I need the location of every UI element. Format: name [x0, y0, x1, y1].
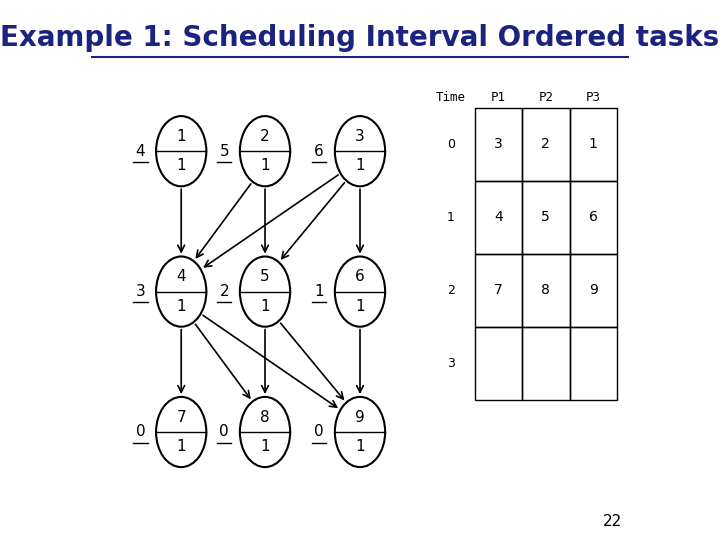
Text: P3: P3: [586, 91, 600, 104]
Text: 3: 3: [355, 129, 365, 144]
Text: 0: 0: [135, 424, 145, 440]
Text: Example 1: Scheduling Interval Ordered tasks: Example 1: Scheduling Interval Ordered t…: [1, 24, 719, 52]
Text: 1: 1: [589, 138, 598, 151]
Bar: [570, 327, 617, 400]
Text: 1: 1: [447, 211, 455, 224]
Text: 1: 1: [355, 439, 365, 454]
Text: 3: 3: [135, 284, 145, 299]
Bar: [570, 254, 617, 327]
Text: 7: 7: [176, 410, 186, 425]
Text: 1: 1: [315, 284, 324, 299]
Text: 8: 8: [541, 284, 550, 297]
Bar: [474, 181, 522, 254]
Text: P1: P1: [491, 91, 505, 104]
Text: 9: 9: [589, 284, 598, 297]
Bar: [522, 108, 570, 181]
Text: 8: 8: [260, 410, 270, 425]
Text: 6: 6: [589, 211, 598, 224]
Text: 4: 4: [494, 211, 503, 224]
Text: 1: 1: [260, 439, 270, 454]
Bar: [474, 254, 522, 327]
Text: 1: 1: [260, 299, 270, 314]
Text: 2: 2: [541, 138, 550, 151]
Text: 0: 0: [447, 138, 455, 151]
Text: P2: P2: [539, 91, 553, 104]
Text: 4: 4: [176, 269, 186, 285]
Bar: [474, 108, 522, 181]
Text: 1: 1: [176, 158, 186, 173]
Bar: [570, 108, 617, 181]
Bar: [522, 327, 570, 400]
Text: 5: 5: [220, 144, 229, 159]
Text: 7: 7: [494, 284, 503, 297]
Text: 3: 3: [494, 138, 503, 151]
Text: 1: 1: [176, 439, 186, 454]
Text: 0: 0: [220, 424, 229, 440]
Bar: [570, 181, 617, 254]
Text: 2: 2: [220, 284, 229, 299]
Text: 1: 1: [176, 299, 186, 314]
Text: Time: Time: [436, 91, 466, 104]
Text: 22: 22: [603, 514, 623, 529]
Text: 3: 3: [447, 356, 455, 370]
Text: 4: 4: [135, 144, 145, 159]
Text: 1: 1: [260, 158, 270, 173]
Text: 9: 9: [355, 410, 365, 425]
Text: 5: 5: [541, 211, 550, 224]
Text: 5: 5: [260, 269, 270, 285]
Text: 1: 1: [355, 158, 365, 173]
Text: 6: 6: [355, 269, 365, 285]
Text: 1: 1: [176, 129, 186, 144]
Bar: [522, 181, 570, 254]
Bar: [522, 254, 570, 327]
Bar: [474, 327, 522, 400]
Text: 0: 0: [315, 424, 324, 440]
Text: 2: 2: [447, 284, 455, 297]
Text: 2: 2: [260, 129, 270, 144]
Text: 1: 1: [355, 299, 365, 314]
Text: 6: 6: [315, 144, 324, 159]
